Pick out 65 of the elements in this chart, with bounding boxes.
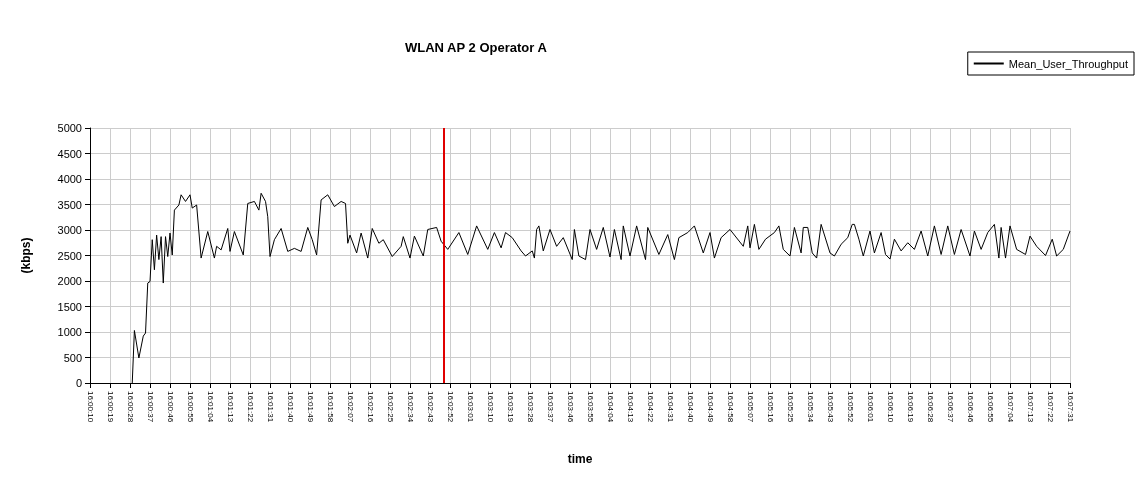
- y-tick-label: 0: [75, 377, 82, 389]
- x-tick-label: 16:05:43: [825, 391, 835, 423]
- x-tick-label: 16:03:46: [565, 391, 575, 423]
- x-tick-label: 16:02:43: [425, 391, 435, 423]
- x-tick-label: 16:02:16: [365, 391, 375, 423]
- x-tick-label: 16:02:34: [405, 391, 415, 423]
- x-tick-label: 16:04:13: [625, 391, 635, 423]
- y-tick-label: 3000: [57, 224, 82, 236]
- y-tick-label: 4000: [57, 173, 82, 185]
- x-tick-label: 16:00:55: [185, 391, 195, 423]
- x-tick-label: 16:06:19: [905, 391, 915, 423]
- x-tick-label: 16:05:25: [785, 391, 795, 423]
- x-tick-label: 16:07:31: [1065, 391, 1075, 423]
- x-tick-label: 16:04:04: [605, 391, 615, 423]
- x-tick-label: 16:07:13: [1025, 391, 1035, 423]
- chart-title: WLAN AP 2 Operator A: [405, 40, 548, 55]
- x-tick-label: 16:07:04: [1005, 391, 1015, 423]
- x-tick-label: 16:02:07: [345, 391, 355, 423]
- x-tick-label: 16:03:19: [505, 391, 515, 423]
- x-tick-label: 16:02:52: [445, 391, 455, 423]
- x-tick-label: 16:04:22: [645, 391, 655, 423]
- y-tick-label: 500: [63, 351, 82, 364]
- x-tick-label: 16:01:58: [325, 391, 335, 423]
- x-tick-label: 16:06:28: [925, 391, 935, 423]
- x-tick-label: 16:06:55: [985, 391, 995, 423]
- x-tick-label: 16:04:49: [705, 391, 715, 423]
- x-tick-label: 16:00:37: [145, 391, 155, 423]
- x-tick-label: 16:05:52: [845, 391, 855, 423]
- x-tick-label: 16:03:55: [585, 391, 595, 423]
- y-tick-label: 1000: [57, 326, 82, 338]
- x-tick-label: 16:03:37: [545, 391, 555, 423]
- x-tick-label: 16:05:34: [805, 391, 815, 423]
- x-tick-label: 16:01:40: [285, 391, 295, 423]
- x-tick-label: 16:00:10: [85, 391, 95, 423]
- x-tick-label: 16:05:16: [765, 391, 775, 423]
- y-tick-label: 5000: [57, 122, 82, 134]
- x-tick-label: 16:03:01: [465, 391, 475, 423]
- x-tick-label: 16:03:28: [525, 391, 535, 423]
- x-tick-label: 16:02:25: [385, 391, 395, 423]
- x-tick-label: 16:00:19: [105, 391, 115, 423]
- y-axis-title: (kbps): [19, 237, 33, 274]
- x-tick-label: 16:04:40: [685, 391, 695, 423]
- y-tick-label: 1500: [57, 300, 82, 313]
- y-tick-label: 3500: [57, 198, 82, 211]
- x-axis-title: time: [567, 452, 593, 466]
- y-tick-label: 4500: [57, 147, 82, 160]
- x-tick-label: 16:01:31: [265, 391, 275, 423]
- x-tick-label: 16:06:10: [885, 391, 895, 423]
- x-tick-label: 16:06:46: [965, 391, 975, 423]
- x-tick-label: 16:07:22: [1045, 391, 1055, 423]
- x-tick-label: 16:06:01: [865, 391, 875, 423]
- x-tick-label: 16:04:58: [725, 391, 735, 423]
- y-tick-label: 2500: [57, 249, 82, 262]
- x-tick-label: 16:00:28: [125, 391, 135, 423]
- x-tick-label: 16:01:22: [245, 391, 255, 423]
- x-tick-label: 16:00:46: [165, 391, 175, 423]
- x-tick-label: 16:01:04: [205, 391, 215, 423]
- x-tick-label: 16:05:07: [745, 391, 755, 423]
- legend-label: Mean_User_Throughput: [1008, 57, 1129, 70]
- x-tick-label: 16:01:13: [225, 391, 235, 423]
- x-tick-label: 16:04:31: [665, 391, 675, 423]
- x-tick-label: 16:06:37: [945, 391, 955, 423]
- x-tick-label: 16:03:10: [485, 391, 495, 423]
- x-tick-label: 16:01:49: [305, 391, 315, 423]
- y-tick-label: 2000: [57, 275, 82, 287]
